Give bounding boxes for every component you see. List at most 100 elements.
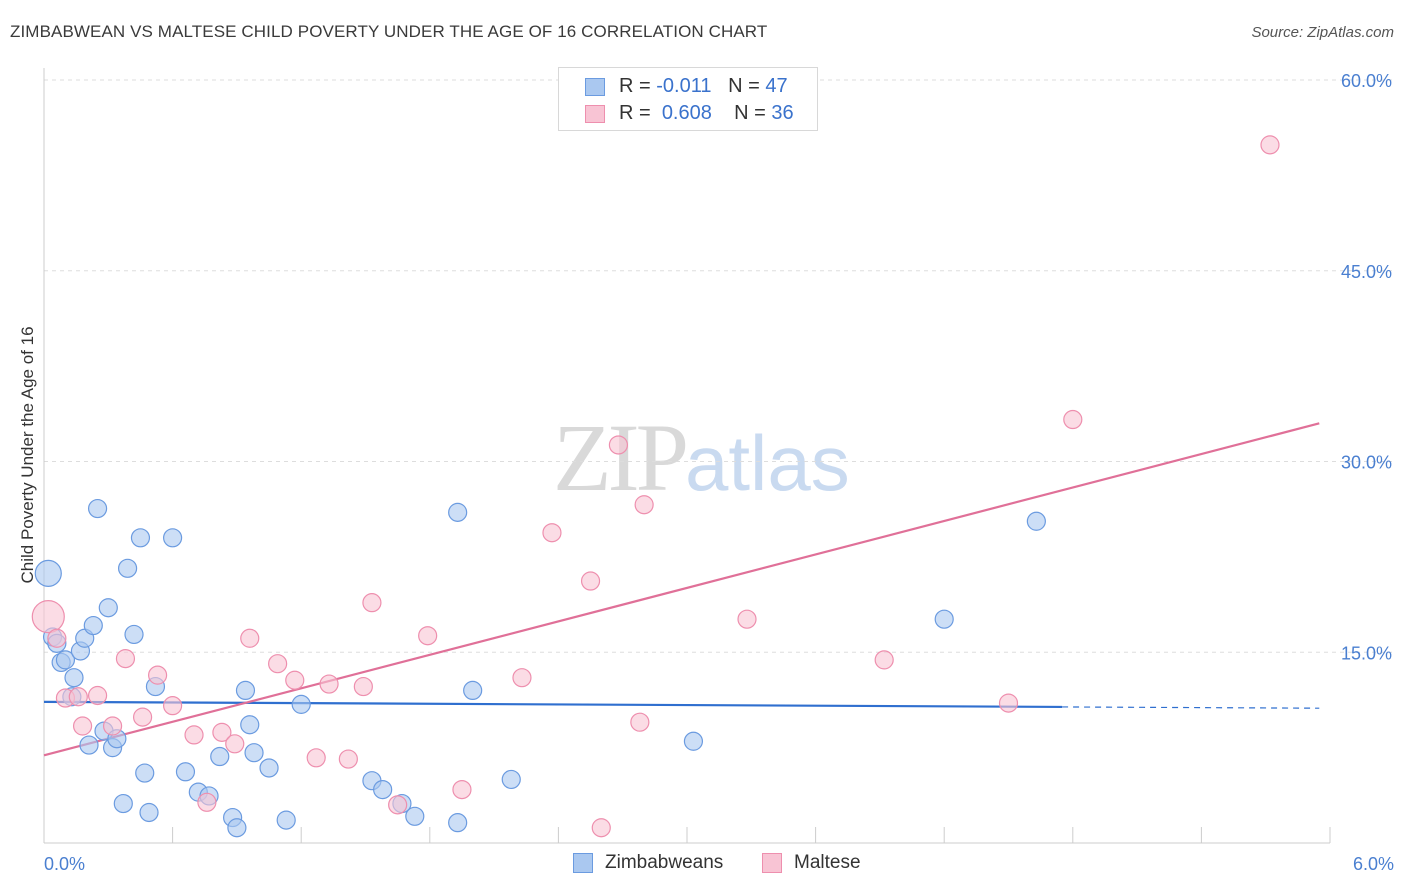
maltese-point bbox=[1260, 135, 1280, 155]
maltese-point bbox=[285, 670, 305, 690]
bottom-legend-label: Maltese bbox=[794, 852, 861, 873]
legend-r-value: -0.011 bbox=[656, 75, 712, 97]
zimbabwean-point bbox=[98, 598, 118, 618]
legend-r-value: 0.608 bbox=[661, 102, 712, 124]
maltese-point bbox=[132, 707, 153, 727]
maltese-point bbox=[591, 818, 611, 838]
zimbabwean-point bbox=[124, 624, 144, 645]
maltese-point bbox=[362, 593, 382, 613]
legend-swatch-blue bbox=[585, 78, 605, 96]
axes bbox=[43, 68, 1331, 844]
zimbabwean-point bbox=[130, 528, 151, 548]
y-axis-label: Child Poverty Under the Age of 16 bbox=[18, 326, 37, 583]
gridlines bbox=[44, 79, 1392, 653]
legend-n-label: N = bbox=[734, 102, 766, 124]
zimbabwean-point bbox=[83, 615, 103, 636]
legend-r-label: R = bbox=[619, 102, 651, 124]
zimbabwean-point bbox=[405, 806, 425, 826]
maltese-point bbox=[338, 749, 358, 769]
zimbabwean-point bbox=[34, 559, 62, 588]
bottom-legend-swatch-blue bbox=[573, 853, 593, 873]
zimbabwean-point bbox=[934, 609, 954, 629]
y-tick-label: 60.0% bbox=[1341, 71, 1392, 91]
zimbabwean-point bbox=[210, 746, 230, 767]
maltese-point bbox=[998, 693, 1019, 713]
legend-n-label: N = bbox=[728, 75, 760, 97]
data-points bbox=[31, 135, 1280, 838]
zimbabwean-point bbox=[683, 731, 704, 751]
x-tick-label: 0.0% bbox=[44, 854, 85, 874]
zimbabwean-trend-extension bbox=[1062, 706, 1320, 709]
legend-n-value: 47 bbox=[765, 75, 788, 97]
maltese-point bbox=[580, 571, 601, 591]
maltese-point bbox=[542, 523, 562, 543]
maltese-point bbox=[630, 712, 650, 732]
zimbabwean-point bbox=[139, 802, 159, 823]
y-tick-label: 30.0% bbox=[1341, 453, 1392, 473]
maltese-point bbox=[268, 654, 288, 674]
zimbabwean-point bbox=[463, 680, 483, 701]
maltese-trend-line bbox=[43, 422, 1320, 757]
zimbabwean-point bbox=[259, 758, 279, 778]
maltese-point bbox=[452, 779, 472, 800]
maltese-point bbox=[87, 685, 108, 706]
maltese-point bbox=[147, 665, 168, 685]
maltese-point bbox=[418, 626, 438, 646]
legend-r-label: R = bbox=[619, 75, 651, 97]
zimbabwean-point bbox=[175, 762, 196, 782]
zimbabwean-point bbox=[244, 743, 264, 763]
zimbabwean-point bbox=[373, 779, 393, 800]
maltese-point bbox=[197, 792, 217, 812]
maltese-point bbox=[306, 748, 326, 768]
watermark: ZIPatlas bbox=[553, 402, 850, 513]
zimbabwean-point bbox=[448, 813, 468, 833]
legend-swatch-pink bbox=[585, 105, 605, 123]
bottom-legend-swatch-pink bbox=[762, 853, 782, 873]
maltese-point bbox=[115, 649, 136, 669]
maltese-point bbox=[1063, 409, 1083, 430]
zimbabwean-point bbox=[55, 650, 76, 670]
tick-labels: 15.0% 30.0% 45.0% 60.0% 0.0% 6.0% bbox=[44, 71, 1394, 874]
watermark-atlas: atlas bbox=[685, 419, 850, 507]
watermark-zip: ZIP bbox=[553, 404, 689, 511]
maltese-point bbox=[31, 600, 65, 634]
zimbabwean-point bbox=[1026, 511, 1046, 531]
legend-n-value: 36 bbox=[771, 102, 794, 124]
zimbabwean-point bbox=[87, 498, 108, 519]
maltese-point bbox=[634, 495, 654, 515]
zimbabwean-point bbox=[501, 769, 521, 790]
maltese-point bbox=[163, 696, 183, 716]
zimbabwean-point bbox=[135, 763, 155, 783]
maltese-point bbox=[874, 650, 894, 670]
zimbabwean-point bbox=[235, 680, 256, 701]
source-label: Source: ZipAtlas.com bbox=[1251, 24, 1394, 41]
zimbabwean-point bbox=[79, 735, 99, 755]
zimbabwean-trend-line bbox=[43, 700, 1063, 709]
maltese-point bbox=[353, 676, 373, 697]
x-tick-label: 6.0% bbox=[1353, 854, 1394, 874]
zimbabwean-point bbox=[276, 810, 296, 830]
legend-text: R = 0.608 N = 36 bbox=[619, 102, 794, 125]
chart-title: ZIMBABWEAN VS MALTESE CHILD POVERTY UNDE… bbox=[10, 22, 768, 41]
maltese-point bbox=[512, 668, 532, 688]
zimbabwean-point bbox=[240, 715, 260, 735]
maltese-point bbox=[72, 716, 93, 736]
zimbabwean-point bbox=[113, 793, 133, 814]
zimbabwean-point bbox=[64, 668, 84, 688]
maltese-point bbox=[225, 734, 245, 754]
zimbabwean-point bbox=[163, 528, 183, 548]
y-tick-label: 45.0% bbox=[1341, 262, 1392, 282]
maltese-point bbox=[68, 687, 88, 707]
maltese-point bbox=[737, 609, 757, 629]
maltese-point bbox=[102, 716, 123, 736]
zimbabwean-point bbox=[117, 558, 138, 578]
trend-lines bbox=[43, 422, 1320, 757]
maltese-point bbox=[47, 628, 67, 648]
stats-legend: R = -0.011 N = 47 R = 0.608 N = 36 bbox=[558, 67, 818, 131]
legend-text: R = -0.011 N = 47 bbox=[619, 75, 788, 98]
maltese-point bbox=[240, 628, 260, 648]
maltese-point bbox=[608, 435, 629, 455]
zimbabwean-point bbox=[291, 694, 311, 714]
y-tick-label: 15.0% bbox=[1341, 643, 1392, 663]
zimbabwean-point bbox=[448, 502, 468, 522]
